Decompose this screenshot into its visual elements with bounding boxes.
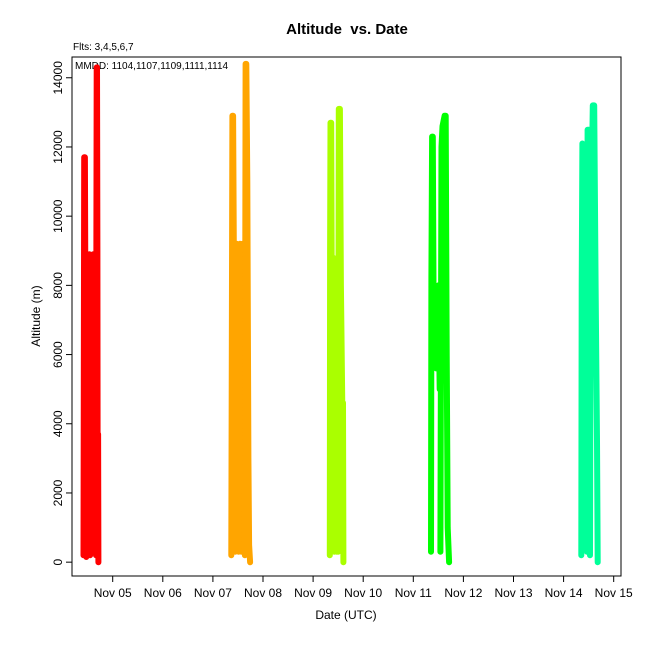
- series-4-trace-2: [437, 112, 453, 566]
- y-tick-label: 2000: [51, 479, 65, 506]
- series-2-trace-2: [241, 60, 254, 566]
- x-tick-label: Nov 07: [194, 586, 232, 600]
- y-axis-label: Altitude (m): [29, 285, 43, 346]
- x-tick-label: Nov 08: [244, 586, 282, 600]
- x-tick-label: Nov 06: [144, 586, 182, 600]
- x-tick-label: Nov 09: [294, 586, 332, 600]
- y-tick-label: 4000: [51, 410, 65, 437]
- x-axis: Nov 05 Nov 06 Nov 07 Nov 08 Nov 09 Nov 10 Nov …: [94, 576, 633, 600]
- x-tick-label: Nov 12: [444, 586, 482, 600]
- dates-annotation: MMDD: 1104,1107,1109,1111,1114: [75, 61, 229, 72]
- y-tick-label: 6000: [51, 341, 65, 368]
- y-tick-label: 12000: [51, 130, 65, 164]
- x-tick-label: Nov 13: [494, 586, 532, 600]
- series-3-trace-2: [335, 105, 347, 566]
- x-tick-label: Nov 05: [94, 586, 132, 600]
- series-2-trace-1: [228, 112, 246, 559]
- y-tick-label: 10000: [51, 199, 65, 233]
- plot-frame: [71, 56, 622, 577]
- series-layer: [80, 60, 601, 566]
- series-3-trace-1: [326, 119, 340, 559]
- y-tick-label: 8000: [51, 272, 65, 299]
- y-axis: 0 2000 4000 6000 8000 10000 12000 14000: [51, 61, 72, 566]
- y-tick-label: 0: [51, 559, 65, 566]
- y-tick-label: 14000: [51, 61, 65, 95]
- chart-title: Altitude vs. Date: [286, 21, 408, 38]
- series-1-trace-2: [93, 64, 102, 566]
- x-tick-label: Nov 11: [395, 586, 432, 600]
- x-tick-label: Nov 10: [344, 586, 382, 600]
- x-tick-label: Nov 14: [545, 586, 583, 600]
- series-4-trace-1: [428, 133, 443, 555]
- x-axis-label: Date (UTC): [315, 608, 376, 622]
- x-tick-label: Nov 15: [595, 586, 633, 600]
- series-1-trace-1: [80, 154, 97, 560]
- flights-annotation: Flts: 3,4,5,6,7: [73, 42, 134, 53]
- series-5-trace-2: [583, 102, 601, 566]
